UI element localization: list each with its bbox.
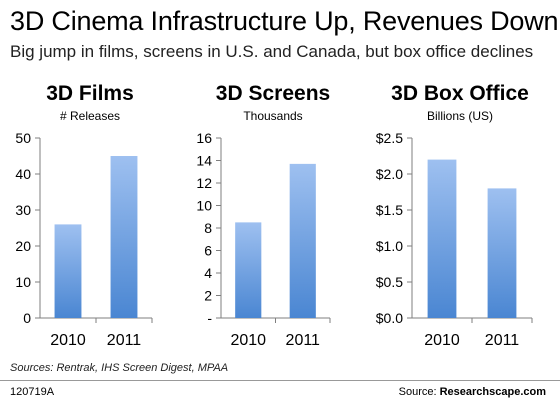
y-tick-label: 2 [204, 288, 212, 304]
y-tick-label: 20 [15, 238, 31, 254]
bar-2010 [235, 222, 262, 318]
x-tick-label: 2011 [286, 332, 321, 349]
box-office-bar-chart: $0.0 $0.5 $1.0 $1.5 $2.0 $2.5 2010 2011 [376, 130, 533, 349]
footer-source-label: Source: [398, 386, 440, 398]
panel-subtitle: Thousands [243, 109, 303, 123]
bar-2010 [427, 159, 457, 318]
y-tick-label: 40 [15, 166, 31, 182]
x-tick-label: 2010 [50, 332, 86, 349]
y-tick-label: 16 [196, 130, 212, 146]
screens-bar-chart: - 2 4 6 8 10 12 14 16 2010 2011 [196, 130, 331, 349]
chart-title: 3D Cinema Infrastructure Up, Revenues Do… [10, 6, 559, 36]
y-tick-label: - [207, 310, 212, 326]
y-tick-label: $1.0 [376, 238, 403, 254]
bar-2010 [54, 224, 82, 318]
y-tick-label: $0.5 [376, 274, 403, 290]
y-tick-label: $1.5 [376, 202, 403, 218]
x-tick-label: 2011 [485, 332, 520, 349]
y-tick-label: 6 [204, 243, 212, 259]
source-note: Sources: Rentrak, IHS Screen Digest, MPA… [10, 362, 229, 374]
y-tick-label: 10 [196, 198, 212, 214]
chart-subtitle: Big jump in films, screens in U.S. and C… [10, 42, 534, 61]
x-tick-label: 2011 [107, 332, 142, 349]
footer-source: Source: Researchscape.com [399, 386, 546, 398]
bar-2011 [110, 156, 138, 318]
panel-title: 3D Films [46, 82, 134, 105]
y-tick-label: $0.0 [376, 310, 403, 326]
footer-divider [0, 380, 560, 381]
y-tick-label: 12 [196, 175, 212, 191]
y-tick-label: 8 [204, 220, 212, 236]
y-tick-label: 30 [15, 202, 31, 218]
footer-code: 120719A [10, 386, 55, 398]
x-tick-label: 2010 [230, 332, 266, 349]
panel-title: 3D Box Office [391, 82, 529, 105]
footer-source-name: Researchscape.com [439, 386, 546, 398]
screens-chart-panel: 3D Screens Thousands - 2 4 6 8 10 12 14 16 2010 20… [183, 80, 363, 370]
y-tick-label: $2.0 [376, 166, 403, 182]
y-tick-label: 0 [23, 310, 31, 326]
y-tick-label: 4 [204, 265, 212, 281]
panel-subtitle: # Releases [59, 109, 121, 123]
bar-2011 [487, 188, 517, 318]
y-tick-label: 50 [15, 130, 31, 146]
box-office-chart-panel: 3D Box Office Billions (US) $0.0 $0.5 $1.0… [370, 80, 550, 370]
y-tick-label: $2.5 [376, 130, 403, 146]
y-tick-label: 10 [15, 274, 31, 290]
panel-subtitle: Billions (US) [426, 109, 493, 123]
panel-title: 3D Screens [215, 82, 331, 105]
bar-2011 [289, 163, 316, 318]
films-bar-chart: 0 10 20 30 40 50 2010 2011 [15, 130, 153, 349]
y-tick-label: 14 [196, 153, 212, 169]
x-tick-label: 2010 [424, 332, 460, 349]
films-chart-panel: 3D Films # Releases 0 10 20 30 40 50 2010 2011 [0, 80, 180, 370]
